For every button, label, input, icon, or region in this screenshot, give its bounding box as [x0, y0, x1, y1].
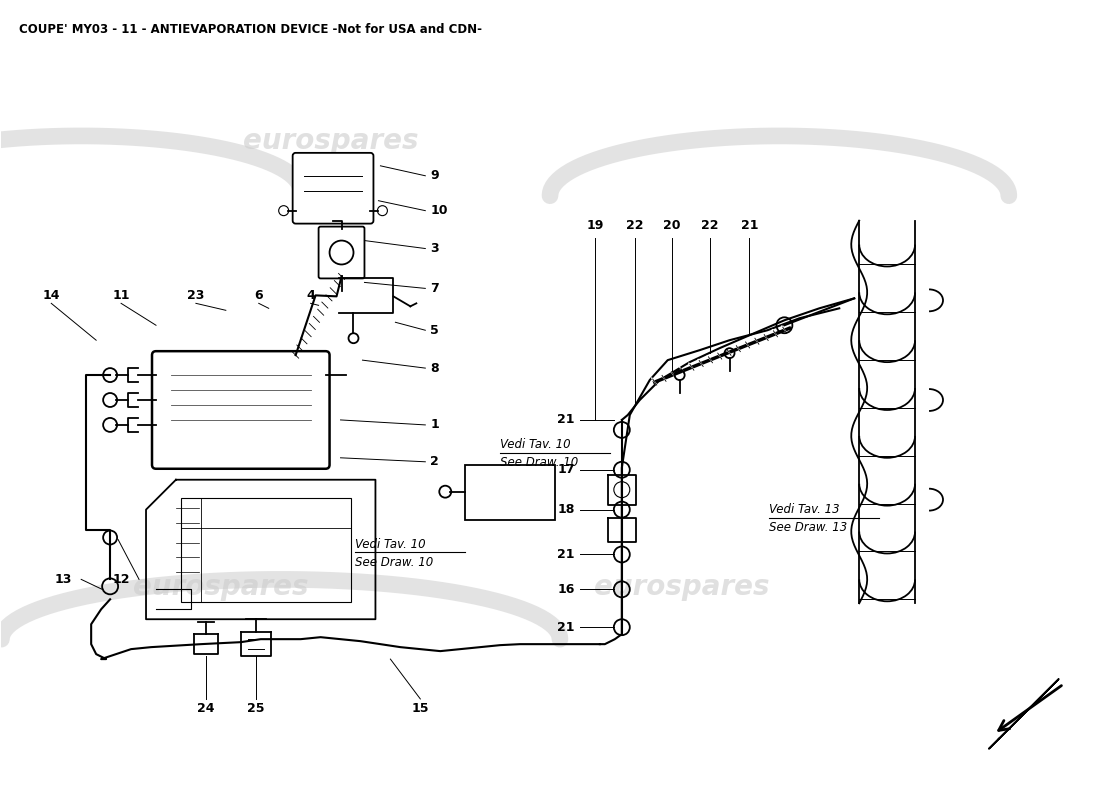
- Text: See Draw. 10: See Draw. 10: [355, 556, 433, 569]
- Text: 5: 5: [430, 324, 439, 337]
- Text: See Draw. 10: See Draw. 10: [500, 456, 579, 470]
- Text: 22: 22: [626, 219, 644, 232]
- Text: eurospares: eurospares: [133, 574, 309, 602]
- FancyBboxPatch shape: [319, 226, 364, 278]
- Text: 21: 21: [558, 621, 575, 634]
- Text: 25: 25: [248, 702, 264, 715]
- Text: 20: 20: [663, 219, 681, 232]
- Bar: [180, 498, 351, 602]
- Text: 16: 16: [558, 583, 575, 596]
- Polygon shape: [989, 679, 1058, 749]
- Text: 21: 21: [558, 548, 575, 561]
- Text: 24: 24: [197, 702, 215, 715]
- FancyBboxPatch shape: [152, 351, 330, 469]
- Text: 8: 8: [430, 362, 439, 374]
- Bar: [465, 465, 556, 519]
- Text: eurospares: eurospares: [594, 574, 769, 602]
- Text: 10: 10: [430, 204, 448, 217]
- Text: 18: 18: [558, 503, 575, 516]
- Text: 2: 2: [430, 455, 439, 468]
- Text: 15: 15: [411, 702, 429, 715]
- Text: 7: 7: [430, 282, 439, 295]
- Text: 3: 3: [430, 242, 439, 255]
- Text: 11: 11: [112, 289, 130, 302]
- Text: 22: 22: [701, 219, 718, 232]
- Text: 21: 21: [740, 219, 758, 232]
- FancyBboxPatch shape: [293, 153, 373, 224]
- Text: 4: 4: [306, 289, 315, 302]
- Text: Vedi Tav. 10: Vedi Tav. 10: [355, 538, 426, 551]
- Text: 1: 1: [430, 418, 439, 431]
- Text: Vedi Tav. 13: Vedi Tav. 13: [769, 503, 840, 516]
- Text: See Draw. 13: See Draw. 13: [769, 521, 848, 534]
- Text: 9: 9: [430, 170, 439, 182]
- Text: 13: 13: [55, 573, 72, 586]
- Text: 6: 6: [254, 289, 263, 302]
- Text: 19: 19: [586, 219, 604, 232]
- Text: eurospares: eurospares: [243, 127, 418, 155]
- Text: 17: 17: [558, 463, 575, 476]
- Text: Vedi Tav. 10: Vedi Tav. 10: [500, 438, 571, 451]
- Text: 14: 14: [43, 289, 60, 302]
- Text: COUPE' MY03 - 11 - ANTIEVAPORATION DEVICE -Not for USA and CDN-: COUPE' MY03 - 11 - ANTIEVAPORATION DEVIC…: [20, 23, 482, 36]
- Text: 23: 23: [187, 289, 205, 302]
- Text: 21: 21: [558, 414, 575, 426]
- Text: 12: 12: [112, 573, 130, 586]
